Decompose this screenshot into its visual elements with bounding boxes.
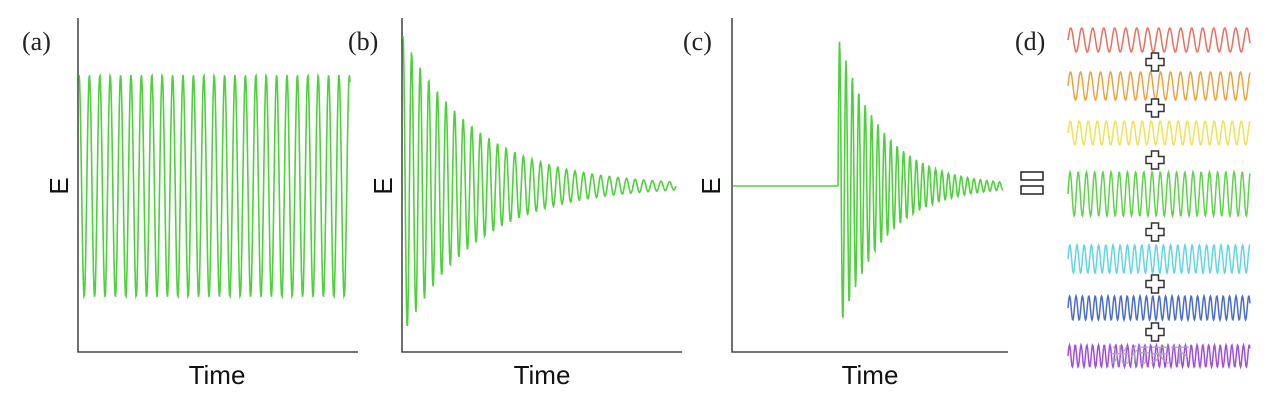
x-axis-label: Time — [189, 360, 246, 390]
x-axis-label: Time — [842, 360, 899, 390]
watermark: 光行天下 — [1110, 344, 1190, 367]
panel-label: (b) — [348, 27, 378, 56]
plus-sign — [1145, 98, 1165, 118]
plus-sign — [1145, 274, 1165, 294]
waveform — [1067, 169, 1251, 219]
waveform — [1067, 120, 1251, 146]
panel-label: (d) — [1015, 27, 1045, 56]
panel-label: (c) — [683, 27, 712, 56]
plus-sign — [1145, 322, 1165, 342]
axes — [77, 18, 358, 353]
waveform — [402, 35, 677, 327]
y-axis-label: E — [44, 177, 74, 194]
axes — [401, 18, 682, 353]
axes — [731, 18, 1008, 353]
equals-bar — [1020, 185, 1044, 195]
waveform — [1067, 27, 1251, 53]
plus-sign — [1145, 150, 1165, 170]
equals-sign — [1020, 171, 1044, 195]
y-axis-label: E — [368, 177, 398, 194]
waveform — [1067, 342, 1251, 370]
equals-bar — [1020, 171, 1044, 181]
waveform — [1067, 293, 1251, 323]
x-axis-label: Time — [514, 360, 571, 390]
waveform — [1067, 70, 1251, 102]
plus-sign — [1145, 222, 1165, 242]
waves — [78, 27, 1251, 370]
y-axis-label: E — [696, 177, 726, 194]
waveform — [78, 72, 351, 300]
plus-sign — [1145, 52, 1165, 72]
panel-label: (a) — [22, 27, 51, 56]
waveform — [837, 41, 1004, 318]
waveform — [1067, 242, 1251, 276]
